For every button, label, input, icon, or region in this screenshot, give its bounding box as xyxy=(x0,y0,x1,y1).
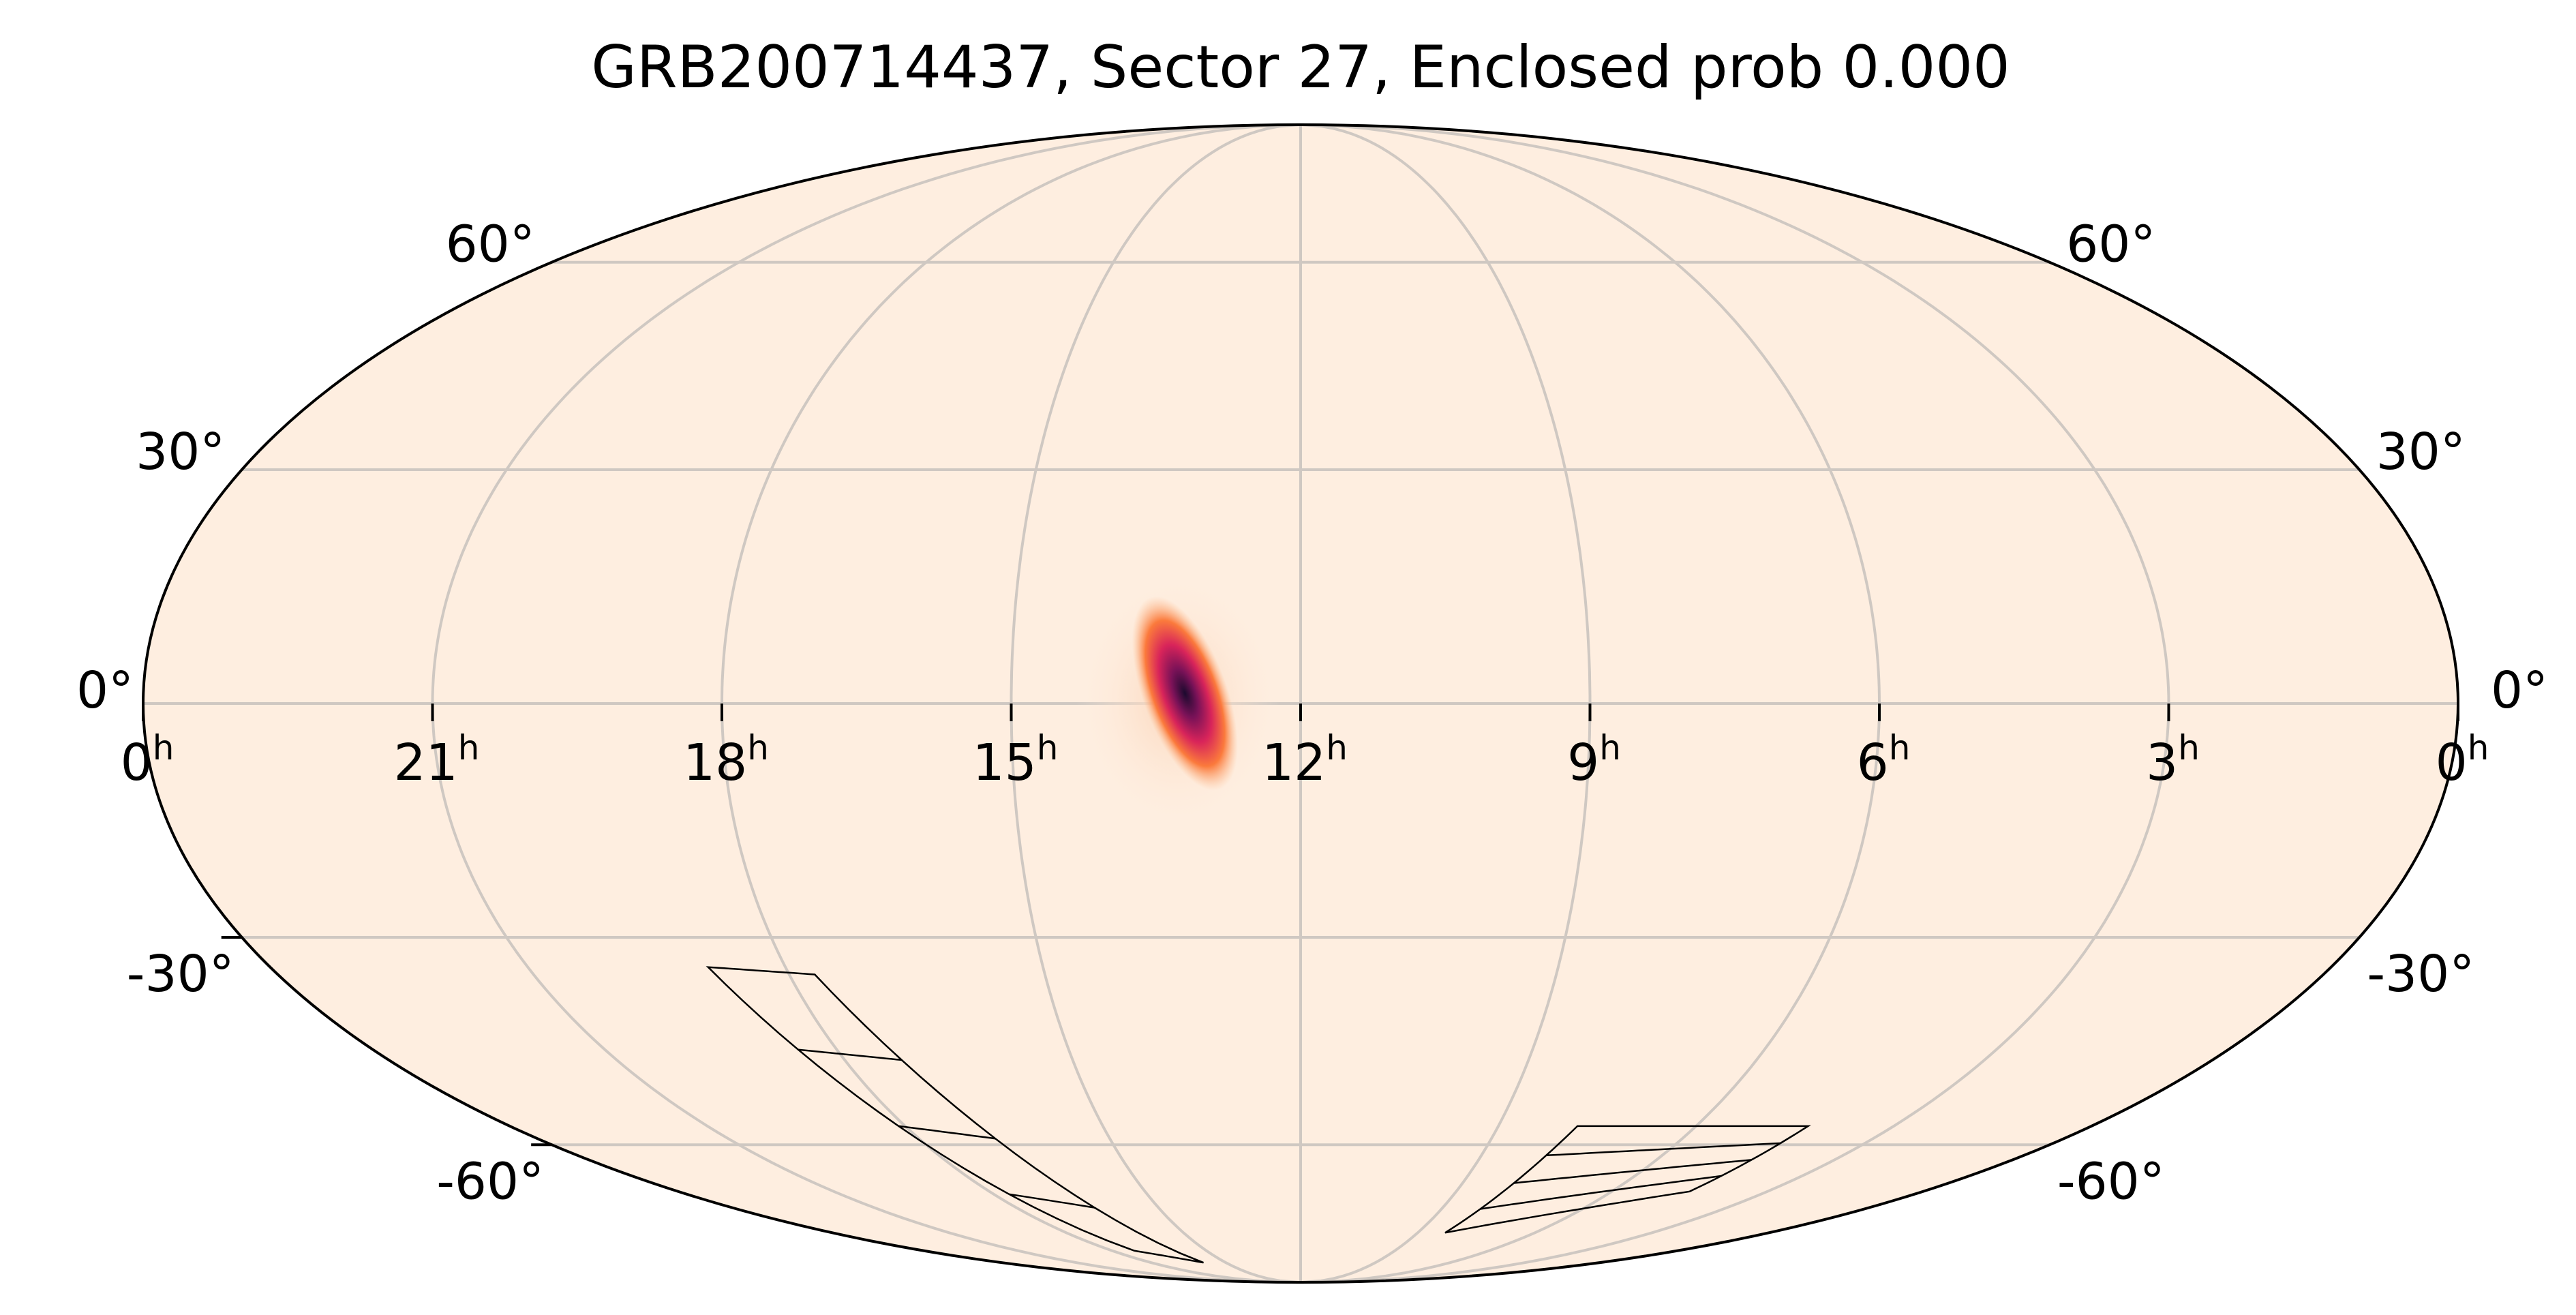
footprint-camera-b xyxy=(1444,1125,1811,1234)
ra-tick-label: 0h xyxy=(2436,728,2489,792)
probability-peak xyxy=(1132,596,1238,791)
footprint-divider xyxy=(1009,1193,1095,1209)
dec-tick-label-right: -60° xyxy=(2057,1152,2165,1211)
dec-tick-label-left: -60° xyxy=(436,1152,544,1211)
ra-tick-marks xyxy=(142,704,2459,1147)
dec-tick-label-right: 0° xyxy=(2491,661,2548,720)
dec-tick-label-right: -30° xyxy=(2367,945,2474,1003)
footprint-divider xyxy=(798,1048,902,1061)
probability-region xyxy=(1076,571,1281,830)
footprint-divider xyxy=(1546,1142,1781,1157)
dec-tick-label-left: 30° xyxy=(136,423,225,481)
dec-tick-label-left: 0° xyxy=(76,661,134,720)
dec-tick-label-right: 30° xyxy=(2376,423,2466,481)
footprint-divider xyxy=(1480,1175,1722,1210)
ra-tick-label: 6h xyxy=(1857,728,1911,792)
footprint-divider xyxy=(898,1125,996,1140)
footprint-camera-a xyxy=(706,966,1204,1264)
sector-footprints xyxy=(706,966,1811,1264)
chart-title: GRB200714437, Sector 27, Enclosed prob 0… xyxy=(591,33,2010,102)
ra-tick-label: 9h xyxy=(1567,728,1621,792)
footprint-divider xyxy=(1513,1159,1752,1184)
dec-tick-label-left: 60° xyxy=(446,215,535,274)
dec-tick-label-right: 60° xyxy=(2066,215,2155,274)
dec-tick-label-left: -30° xyxy=(127,945,234,1003)
